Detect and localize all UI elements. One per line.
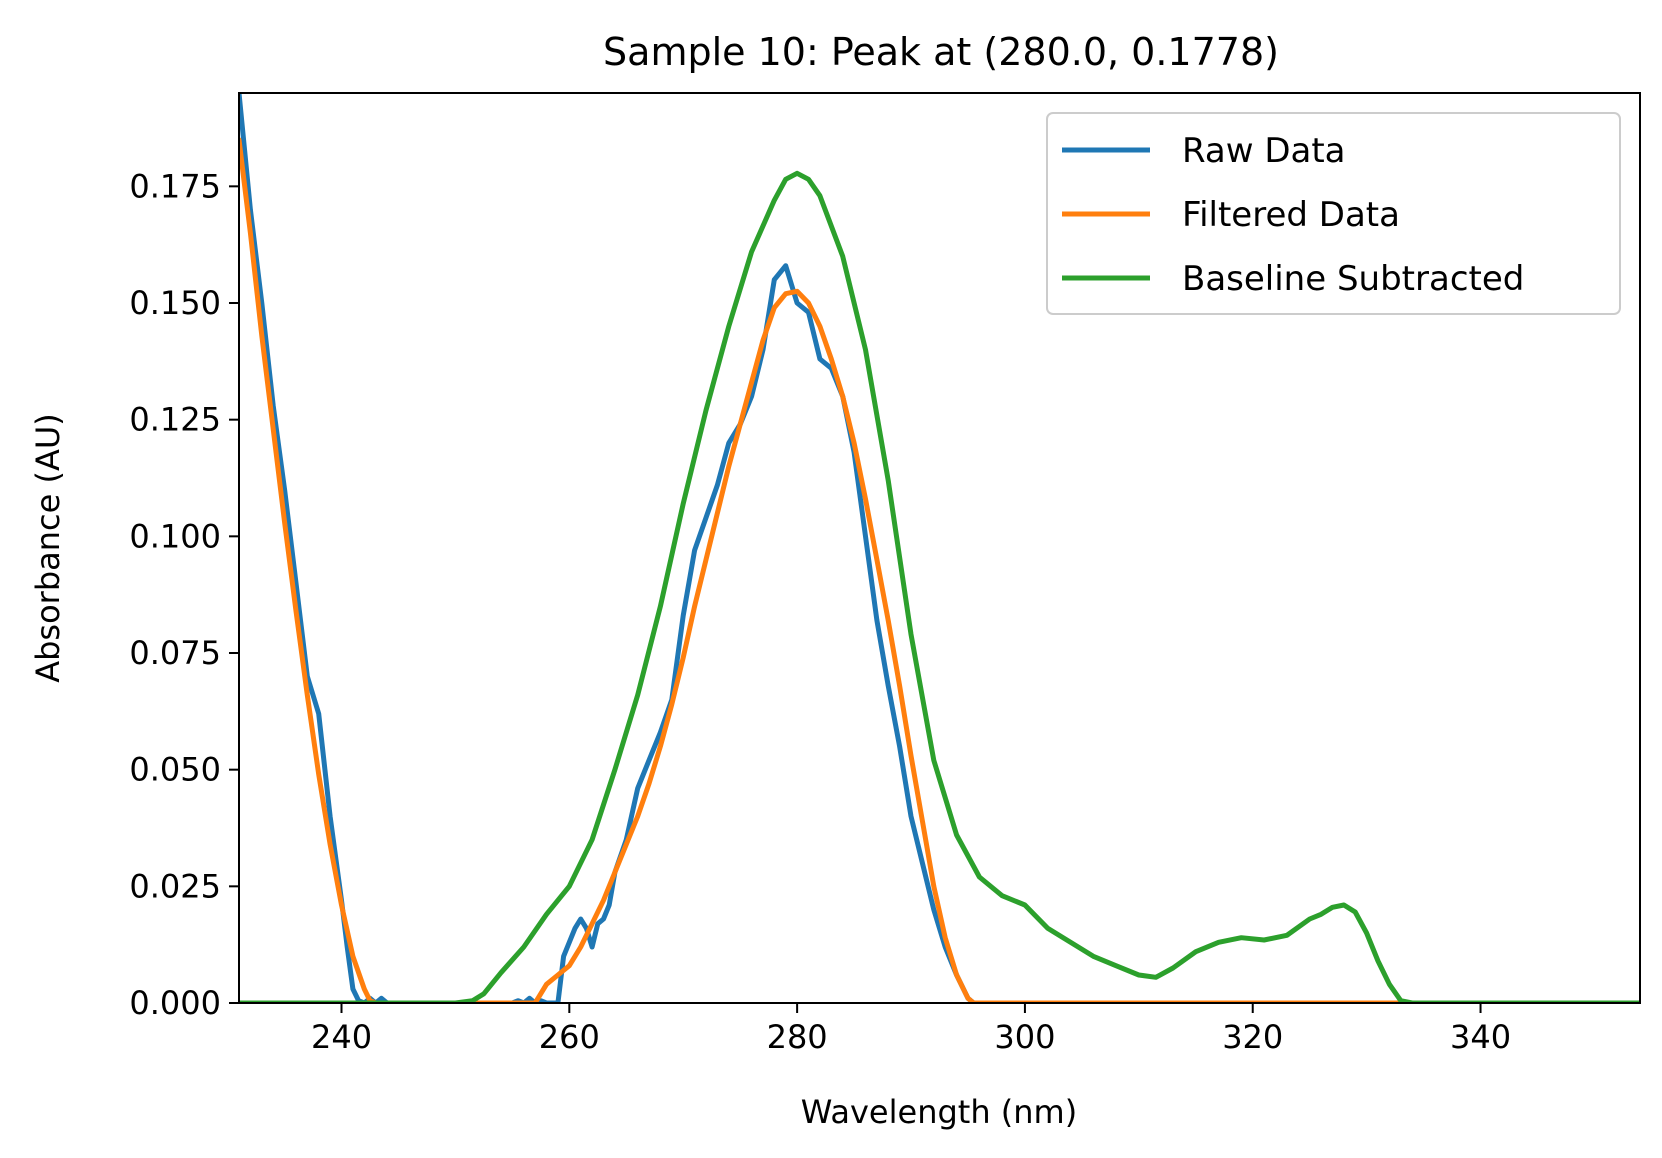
- y-tick-label: 0.175: [129, 167, 221, 205]
- y-tick-label: 0.025: [129, 867, 221, 905]
- chart-title: Sample 10: Peak at (280.0, 0.1778): [603, 30, 1279, 74]
- x-tick-label: 300: [994, 1018, 1055, 1056]
- y-tick-label: 0.150: [129, 284, 221, 322]
- y-tick-label: 0.100: [129, 517, 221, 555]
- legend-box: [1046, 112, 1621, 315]
- legend-label: Filtered Data: [1182, 195, 1400, 235]
- legend-label: Raw Data: [1182, 131, 1346, 171]
- legend-label: Baseline Subtracted: [1182, 259, 1524, 299]
- plot-frame: [238, 92, 1641, 1004]
- y-axis-label: Absorbance (AU): [29, 413, 67, 683]
- series-line-2: [239, 137, 1640, 1003]
- x-tick-label: 340: [1450, 1018, 1511, 1056]
- x-axis-label: Wavelength (nm): [801, 1093, 1077, 1131]
- x-tick-label: 240: [311, 1018, 372, 1056]
- legend: Raw Data Filtered Data Baseline Subtracted: [1046, 112, 1621, 315]
- y-tick-label: 0.050: [129, 751, 221, 789]
- y-axis: 0.000 0.025 0.050 0.075 0.100 0.125 0.150 0.175: [129, 167, 239, 1022]
- series-line-3: [239, 170, 1640, 1003]
- y-tick-label: 0.125: [129, 401, 221, 439]
- y-tick-label: 0.075: [129, 634, 221, 672]
- x-tick-label: 320: [1222, 1018, 1283, 1056]
- x-axis: 240 260 280 300 320 340: [311, 1003, 1511, 1056]
- x-tick-label: 260: [539, 1018, 600, 1056]
- x-tick-label: 280: [767, 1018, 828, 1056]
- y-tick-label: 0.000: [129, 984, 221, 1022]
